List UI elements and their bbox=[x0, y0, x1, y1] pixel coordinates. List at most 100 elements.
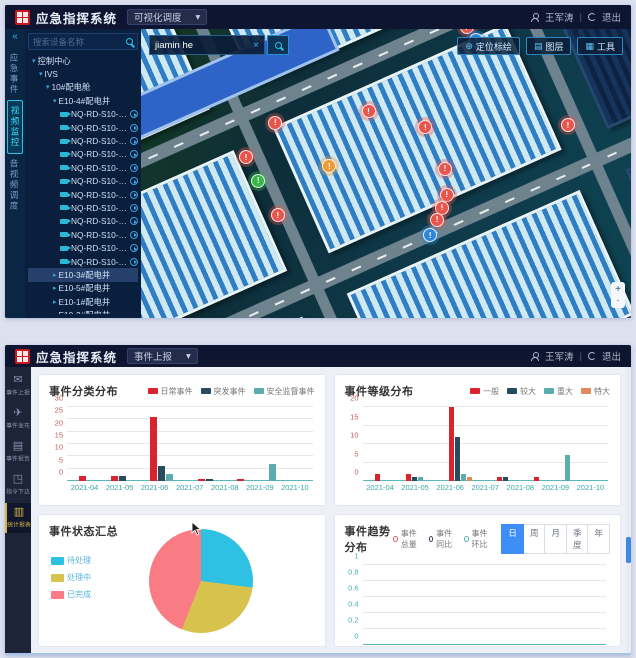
map-canvas[interactable]: jiamin he × ⊕ 定位标绘 ▤ 图层 ▦ 工具 + · !!!!!!!!!!!!!… bbox=[141, 29, 631, 318]
bar-重大[interactable] bbox=[460, 473, 466, 481]
bar-一般[interactable] bbox=[497, 477, 503, 481]
tree-row[interactable]: NQ-RD-S10-1-HWJ-035 bbox=[28, 175, 138, 188]
tree-row[interactable]: NQ-RD-S10-1-HXQJ-0.. bbox=[28, 228, 138, 241]
bar-突发事件[interactable] bbox=[205, 478, 213, 481]
bar-日常事件[interactable] bbox=[150, 416, 158, 481]
legend-item[interactable]: 特大 bbox=[581, 386, 610, 397]
tab-应急事件[interactable]: 应急事件 bbox=[9, 53, 19, 95]
bar-安全监督事件[interactable] bbox=[166, 473, 174, 481]
tree-row[interactable]: ▸ E10-5#配电井 bbox=[28, 282, 138, 295]
map-search-button[interactable] bbox=[267, 35, 289, 55]
scrollbar-thumb[interactable] bbox=[626, 537, 631, 563]
collapse-panel-icon[interactable]: « bbox=[12, 31, 18, 42]
event-marker-red[interactable]: ! bbox=[270, 208, 285, 223]
play-video-icon[interactable] bbox=[130, 150, 138, 159]
tree-row[interactable]: NQ-RD-S10-1-HXQJ-0.. bbox=[28, 201, 138, 214]
tree-row[interactable]: ▾ 10#配电舱 bbox=[28, 81, 138, 94]
legend-item[interactable]: 突发事件 bbox=[200, 386, 246, 397]
event-marker-red[interactable]: ! bbox=[430, 212, 445, 227]
play-video-icon[interactable] bbox=[130, 217, 138, 226]
logout-button[interactable]: 退出 bbox=[601, 13, 621, 24]
sidebar-item-指令下达[interactable]: ◳ 指令下达 bbox=[5, 470, 31, 500]
play-video-icon[interactable] bbox=[130, 190, 138, 199]
tree-row[interactable]: NQ-RD-S10-1-HXQJ-0.. bbox=[28, 215, 138, 228]
caret-right-icon[interactable]: ▸ bbox=[53, 285, 57, 293]
bar-较大[interactable] bbox=[454, 436, 460, 481]
tab-视频监控[interactable]: 视频监控 bbox=[7, 100, 23, 154]
bar-日常事件[interactable] bbox=[237, 478, 245, 481]
caret-down-icon[interactable]: ▾ bbox=[32, 57, 36, 65]
search-icon[interactable] bbox=[126, 38, 133, 45]
bar-日常事件[interactable] bbox=[110, 476, 118, 481]
legend-item[interactable]: 事件同比 bbox=[428, 528, 456, 550]
play-video-icon[interactable] bbox=[130, 177, 138, 186]
event-marker-red[interactable]: ! bbox=[239, 150, 253, 165]
legend-item[interactable]: 一般 bbox=[470, 386, 499, 397]
play-video-icon[interactable] bbox=[130, 244, 138, 253]
legend-item[interactable]: 事件环比 bbox=[464, 528, 491, 550]
bar-重大[interactable] bbox=[564, 455, 570, 481]
caret-right-icon[interactable]: ▸ bbox=[53, 311, 57, 314]
tree-row[interactable]: NQ-RD-S10-1-HWJ-038 bbox=[28, 134, 138, 147]
tree-search-box[interactable] bbox=[28, 33, 138, 50]
bar-一般[interactable] bbox=[448, 407, 454, 481]
event-marker-red[interactable]: ! bbox=[560, 118, 575, 132]
bar-较大[interactable] bbox=[503, 477, 509, 481]
caret-down-icon[interactable]: ▾ bbox=[39, 71, 43, 79]
play-video-icon[interactable] bbox=[130, 110, 138, 119]
bar-一般[interactable] bbox=[533, 477, 539, 481]
clear-icon[interactable]: × bbox=[253, 39, 259, 51]
sidebar-item-事件发布[interactable]: ✈ 事件发布 bbox=[5, 404, 31, 434]
legend-item[interactable]: 处理中 bbox=[51, 572, 91, 583]
caret-right-icon[interactable]: ▸ bbox=[53, 271, 57, 279]
caret-down-icon[interactable]: ▾ bbox=[53, 97, 57, 105]
play-video-icon[interactable] bbox=[130, 163, 138, 172]
event-marker-red[interactable]: ! bbox=[437, 161, 452, 176]
map-tool-工具[interactable]: ▦ 工具 bbox=[577, 37, 623, 55]
bar-一般[interactable] bbox=[375, 473, 381, 481]
caret-right-icon[interactable]: ▸ bbox=[53, 298, 57, 306]
play-video-icon[interactable] bbox=[130, 203, 138, 212]
range-button-月[interactable]: 月 bbox=[545, 524, 567, 554]
legend-item[interactable]: 安全监督事件 bbox=[253, 386, 315, 397]
bar-突发事件[interactable] bbox=[118, 476, 126, 481]
range-button-周[interactable]: 周 bbox=[523, 524, 546, 554]
bar-一般[interactable] bbox=[405, 473, 411, 481]
event-marker-blue[interactable]: ! bbox=[423, 228, 438, 243]
bar-较大[interactable] bbox=[411, 477, 417, 481]
event-marker-red[interactable]: ! bbox=[418, 120, 433, 135]
tree-row[interactable]: ▸E10-2#配电井 bbox=[28, 308, 138, 314]
event-marker-red[interactable]: ! bbox=[268, 115, 283, 130]
legend-item[interactable]: 已完成 bbox=[51, 589, 91, 600]
event-marker-red[interactable]: ! bbox=[361, 104, 376, 119]
tree-row[interactable]: ▾ 控制中心 bbox=[28, 54, 138, 67]
caret-down-icon[interactable]: ▾ bbox=[46, 84, 50, 92]
zoom-in-icon[interactable]: + bbox=[615, 284, 621, 295]
module-dropdown[interactable]: 事件上报 ▾ bbox=[127, 348, 198, 364]
tree-row[interactable]: ▾ IVS bbox=[28, 67, 138, 80]
map-zoom-control[interactable]: + · bbox=[611, 282, 625, 308]
event-marker-green[interactable]: ! bbox=[251, 173, 266, 188]
module-dropdown[interactable]: 可视化调度 ▾ bbox=[127, 9, 208, 25]
logout-button[interactable]: 退出 bbox=[601, 352, 621, 363]
tree-row[interactable]: NQ-RD-S10-1-HWJ-036 bbox=[28, 188, 138, 201]
event-marker-red[interactable]: ! bbox=[439, 187, 454, 202]
bar-日常事件[interactable] bbox=[197, 478, 205, 481]
bar-重大[interactable] bbox=[417, 477, 423, 481]
range-button-年[interactable]: 年 bbox=[588, 524, 610, 554]
legend-item[interactable]: 较大 bbox=[507, 386, 536, 397]
scrollbar[interactable] bbox=[626, 367, 631, 653]
tree-row[interactable]: ▸ E10-1#配电井 bbox=[28, 295, 138, 308]
sidebar-item-事件报告[interactable]: ▤ 事件报告 bbox=[5, 437, 31, 467]
legend-item[interactable]: 事件总量 bbox=[393, 528, 420, 550]
tree-row[interactable]: NQ-RD-S10-1-HXQJ-0.. bbox=[28, 241, 138, 254]
tree-row[interactable]: NQ-RD-S10-1-HWJ-034 bbox=[28, 148, 138, 161]
play-video-icon[interactable] bbox=[130, 123, 138, 132]
tree-row[interactable]: NQ-RD-S10-1-HXQJ-0.. bbox=[28, 161, 138, 174]
tree-row[interactable]: NQ-RD-S10-1-HWJ-033 bbox=[28, 108, 138, 121]
play-video-icon[interactable] bbox=[130, 137, 138, 146]
tree-search-input[interactable] bbox=[33, 36, 126, 47]
tab-音视频调度[interactable]: 音视频调度 bbox=[9, 159, 19, 212]
legend-item[interactable]: 日常事件 bbox=[147, 386, 193, 397]
sidebar-item-统计报表[interactable]: ▥ 统计报表 bbox=[5, 503, 31, 533]
